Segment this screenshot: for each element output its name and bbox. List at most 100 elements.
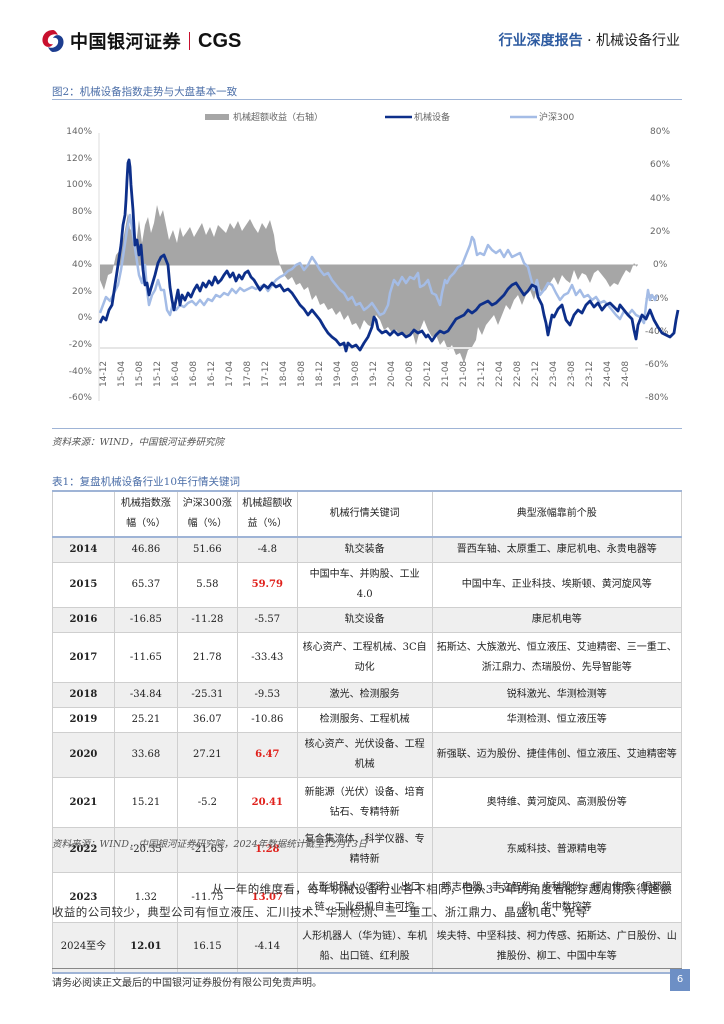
svg-text:100%: 100% [66,180,92,190]
svg-text:-80%: -80% [645,393,669,403]
excess-positive-value: 1.28 [236,827,298,873]
svg-text:22-08: 22-08 [513,361,523,387]
left-y-axis: 140% 120% 100% 80% 60% 40% 20% 0% -20% -… [66,127,92,403]
svg-text:18-08: 18-08 [297,361,307,387]
table-row: 2022 -20.35 -21.63 1.28 复合集流体、科学仪器、专精特新 … [52,827,683,873]
svg-text:-20%: -20% [645,294,669,304]
market-keywords-table: 机械指数涨幅（%） 沪深300涨幅（%） 机械超额收益（%） 机械行情关键词 典… [52,490,683,974]
logo-divider [189,32,190,50]
figure-source: 资料来源：WIND，中国银河证券研究院 [52,437,224,448]
legend-label-mech: 机械设备 [414,111,450,123]
svg-text:80%: 80% [72,207,92,217]
cgs-logo: 中国银河证券 CGS [40,28,241,54]
hs300-line [98,213,659,325]
svg-text:18-12: 18-12 [315,361,325,387]
svg-text:16-12: 16-12 [207,361,217,387]
svg-text:-40%: -40% [69,367,93,377]
svg-text:21-04: 21-04 [441,361,451,387]
chart-svg: 机械超额收益（右轴） 机械设备 沪深300 140% 120% 100% 80%… [66,111,680,403]
svg-text:-40%: -40% [645,327,669,337]
svg-text:40%: 40% [72,260,92,270]
svg-text:17-08: 17-08 [243,361,253,387]
report-type-label: 行业深度报告 [498,33,583,49]
svg-text:0%: 0% [653,260,668,270]
figure-source-rule [52,428,682,429]
excess-return-area [100,205,637,363]
table-row: 2017 -11.65 21.78 -33.43 核心资产、工程机械、3C自动化… [52,632,683,683]
mech-equipment-line [98,158,680,353]
header-year [52,490,115,538]
table-row: 2014 46.86 51.66 -4.8 轨交装备 晋西车轴、太原重工、康尼机… [52,536,683,563]
svg-text:18-04: 18-04 [279,361,289,387]
svg-text:0%: 0% [78,313,93,323]
svg-text:16-08: 16-08 [189,361,199,387]
report-category: 行业深度报告 · 机械设备行业 [499,30,680,50]
svg-text:60%: 60% [650,160,670,170]
svg-text:-60%: -60% [645,360,669,370]
svg-text:80%: 80% [650,127,670,137]
svg-text:120%: 120% [66,154,92,164]
svg-text:15-12: 15-12 [153,361,163,387]
logo-english-name: CGS [198,29,242,52]
svg-text:-20%: -20% [69,340,93,350]
svg-text:15-04: 15-04 [117,361,127,387]
figure-title: 图2：机械设备指数走势与大盘基本一致 [52,86,238,98]
svg-text:22-04: 22-04 [495,361,505,387]
svg-text:17-12: 17-12 [261,361,271,387]
svg-text:23-04: 23-04 [549,361,559,387]
svg-text:22-12: 22-12 [531,361,541,387]
table-row: 2015 65.37 5.58 59.79 中国中车、并购股、工业4.0 中国中… [52,562,683,608]
right-y-axis: 80% 60% 40% 20% 0% -20% -40% -60% -80% [645,127,670,403]
excess-positive-value: 13.07 [236,872,298,923]
svg-text:23-08: 23-08 [567,361,577,387]
svg-text:21-08: 21-08 [459,361,469,387]
header-top-stocks: 典型涨幅靠前个股 [431,490,683,538]
table-row: 2016 -16.85 -11.28 -5.57 轨交设备 康尼机电等 [52,607,683,633]
svg-text:16-04: 16-04 [171,361,181,387]
table-row: 2019 25.21 36.07 -10.86 检测服务、工程机械 华测检测、恒… [52,707,683,733]
table-row: 2018 -34.84 -25.31 -9.53 激光、检测服务 锐科激光、华测… [52,682,683,708]
legend-label-hs300: 沪深300 [539,111,574,123]
svg-text:20%: 20% [72,287,92,297]
svg-text:24-08: 24-08 [621,361,631,387]
table-title: 表1：复盘机械设备行业10年行情关键词 [52,476,241,488]
svg-text:17-04: 17-04 [225,361,235,387]
table-header-row: 机械指数涨幅（%） 沪深300涨幅（%） 机械超额收益（%） 机械行情关键词 典… [52,490,683,538]
x-axis-labels: 14-12 15-04 15-08 15-12 16-04 16-08 16-1… [99,361,631,387]
header-keywords: 机械行情关键词 [296,490,433,538]
svg-text:21-12: 21-12 [477,361,487,387]
svg-text:20-08: 20-08 [405,361,415,387]
svg-text:20-12: 20-12 [423,361,433,387]
header-separator: · [582,33,596,49]
page-header: 中国银河证券 CGS 行业深度报告 · 机械设备行业 [0,0,724,80]
legend-swatch-excess [205,114,229,120]
excess-positive-value: 20.41 [236,777,298,828]
svg-text:20-04: 20-04 [387,361,397,387]
table-row: 2021 15.21 -5.2 20.41 新能源（光伏）设备、培育钻石、专精特… [52,777,683,828]
chart-legend: 机械超额收益（右轴） 机械设备 沪深300 [205,111,574,123]
header-hs300-change: 沪深300涨幅（%） [176,490,238,538]
excess-positive-value: 6.47 [236,732,298,778]
table-source: 资料来源：WIND，中国银河证券研究院，2024年数据统计截至12月13日 [52,839,368,850]
svg-text:14-12: 14-12 [99,361,109,387]
figure-title-rule [52,99,682,100]
galaxy-swirl-icon [42,30,64,52]
logo-chinese-name: 中国银河证券 [70,32,181,53]
svg-text:15-08: 15-08 [135,361,145,387]
header-excess-return: 机械超额收益（%） [236,490,298,538]
excess-positive-value: 59.79 [236,562,298,608]
svg-text:23-12: 23-12 [585,361,595,387]
svg-text:20%: 20% [650,227,670,237]
svg-text:140%: 140% [66,127,92,137]
legend-label-excess: 机械超额收益（右轴） [233,111,323,123]
svg-text:19-08: 19-08 [351,361,361,387]
footer-disclaimer: 请务必阅读正文最后的中国银河证券股份有限公司免责声明。 [52,978,322,989]
svg-text:19-04: 19-04 [333,361,343,387]
svg-text:24-04: 24-04 [603,361,613,387]
header-mech-change: 机械指数涨幅（%） [113,490,178,538]
page-number: 6 [670,969,690,991]
svg-text:60%: 60% [72,234,92,244]
index-trend-chart: 机械超额收益（右轴） 机械设备 沪深300 140% 120% 100% 80%… [40,105,680,425]
table-row: 2020 33.68 27.21 6.47 核心资产、光伏设备、工程机械 新强联… [52,732,683,778]
svg-text:40%: 40% [650,194,670,204]
